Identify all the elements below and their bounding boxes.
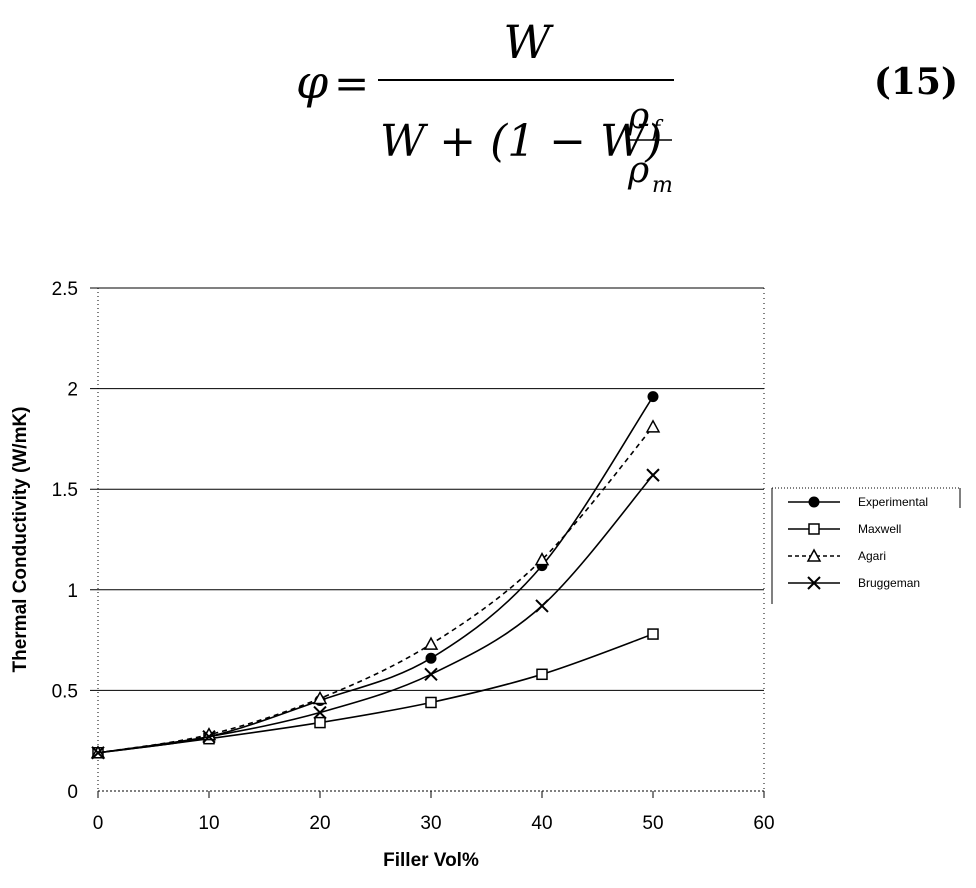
- data-point-agari: [645, 419, 661, 433]
- data-point-maxwell: [536, 668, 548, 681]
- series-line-experimental: [97, 396, 654, 754]
- x-tick-label: 0: [93, 813, 104, 834]
- x-tick-label: 20: [309, 813, 330, 834]
- y-tick-label: 0.5: [52, 681, 78, 702]
- legend-marker-maxwell: [808, 523, 820, 535]
- y-tick-label: 2: [67, 380, 78, 401]
- data-point-experimental: [647, 391, 659, 403]
- legend-label-agari: Agari: [858, 549, 886, 563]
- x-axis-title: Filler Vol%: [383, 850, 479, 871]
- x-tick-label: 50: [642, 813, 663, 834]
- grid-layer: [90, 287, 764, 691]
- data-point-maxwell: [425, 696, 437, 709]
- data-point-bruggeman: [424, 667, 438, 682]
- y-axis-title: Thermal Conductivity (W/mK): [10, 406, 31, 672]
- legend-label-maxwell: Maxwell: [858, 522, 901, 536]
- equation-denominator: W + (1 − W): [380, 116, 662, 167]
- data-point-bruggeman: [202, 729, 216, 744]
- legend-marker-agari: [806, 548, 822, 562]
- legend-marker-experimental: [808, 496, 820, 508]
- data-point-maxwell: [314, 716, 326, 729]
- equation-rho-m: ρ: [627, 150, 649, 191]
- x-tick-label: 60: [753, 813, 774, 834]
- data-point-bruggeman: [91, 746, 105, 760]
- equation-number: (15): [874, 61, 958, 103]
- axis-layer: 0 0.5 1 1.5 2 2.5 0 10 20 30 40 50 60: [52, 279, 775, 834]
- series-layer: [90, 391, 661, 760]
- equation-15: φ = W W + (1 − W) ρ f ρ m (15): [296, 15, 958, 198]
- x-tick-label: 10: [198, 813, 219, 834]
- x-tick-label: 30: [420, 813, 441, 834]
- equation-rho-m-subscript: m: [652, 173, 673, 198]
- y-tick-label: 1.5: [52, 480, 78, 501]
- equation-equals: =: [334, 59, 369, 108]
- series-line-maxwell: [97, 633, 654, 754]
- data-point-bruggeman: [535, 599, 549, 613]
- y-tick-label: 1: [67, 581, 78, 602]
- data-point-agari: [312, 690, 328, 705]
- equation-lhs-phi: φ: [296, 55, 329, 109]
- data-point-experimental: [425, 652, 437, 664]
- data-point-bruggeman: [313, 705, 327, 720]
- series-line-bruggeman: [97, 474, 654, 754]
- equation-numerator: W: [503, 15, 554, 69]
- y-tick-label: 0: [67, 782, 78, 803]
- thermal-conductivity-chart: 0 0.5 1 1.5 2 2.5 0 10 20 30 40 50 60 Experimental Ma…: [10, 279, 961, 871]
- equation-rho-f: ρ: [627, 96, 649, 137]
- data-point-agari: [534, 552, 550, 566]
- y-tick-label: 2.5: [52, 279, 78, 300]
- data-point-bruggeman: [646, 468, 660, 482]
- data-point-agari: [423, 636, 439, 650]
- data-point-maxwell: [647, 628, 659, 640]
- legend-marker-bruggeman: [807, 576, 821, 590]
- x-tick-label: 40: [531, 813, 552, 834]
- legend-label-experimental: Experimental: [858, 495, 928, 509]
- legend: Experimental Maxwell Agari Bruggeman: [771, 487, 961, 604]
- legend-label-bruggeman: Bruggeman: [858, 576, 920, 590]
